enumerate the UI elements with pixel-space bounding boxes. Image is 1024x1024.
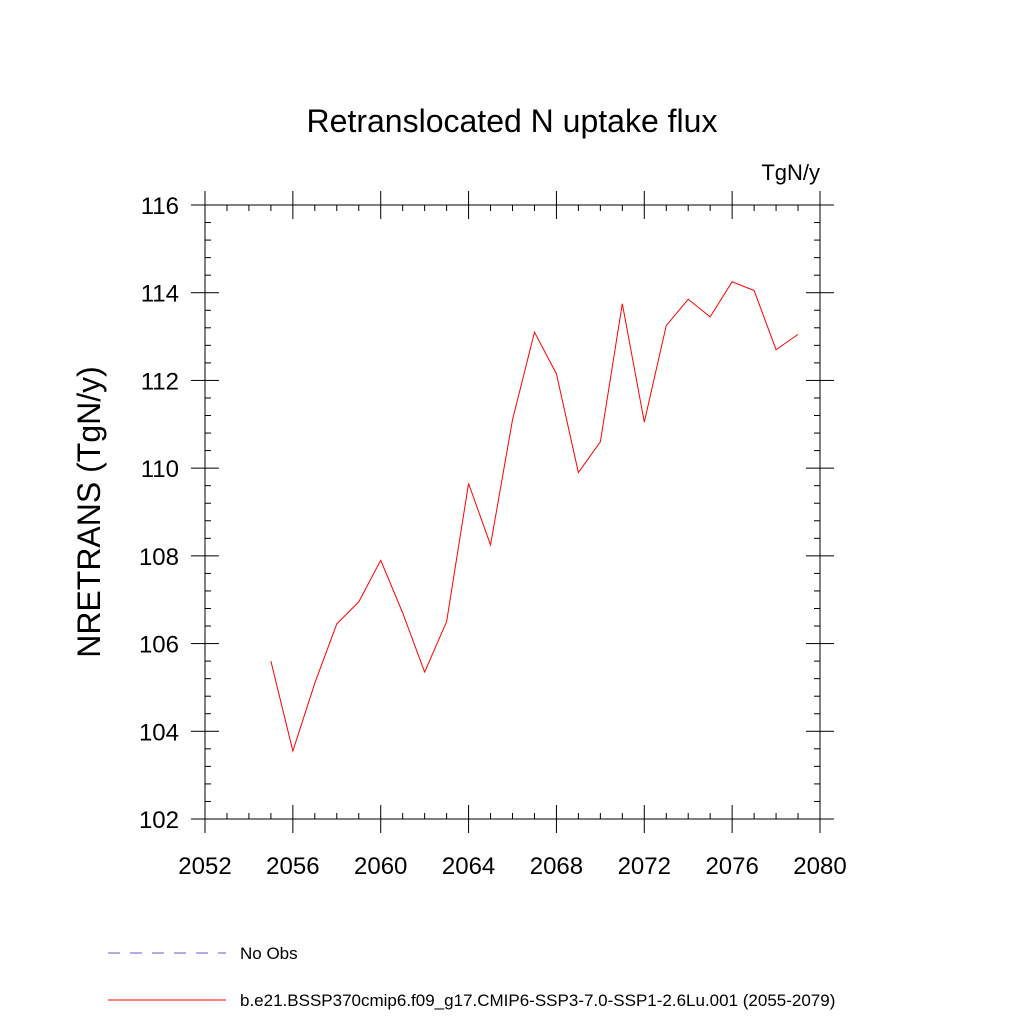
y-tick-label: 108 [139,544,179,571]
series-line [270,281,799,753]
x-tick-label: 2072 [618,853,671,880]
y-tick-label: 116 [141,193,179,220]
legend-label: b.e21.BSSP370cmip6.f09_g17.CMIP6-SSP3-7.… [240,991,835,1010]
legend: No Obs b.e21.BSSP370cmip6.f09_g17.CMIP6-S… [108,944,835,1010]
y-tick-label: 102 [139,807,179,834]
y-tick-label: 104 [139,719,179,746]
legend-label: No Obs [240,944,298,963]
x-tick-label: 2068 [530,853,583,880]
plot-axes: 2052 2056 2060 2064 2068 2072 2076 2080 102 104 10… [139,191,847,880]
x-tick-label: 2080 [793,853,846,880]
y-tick-label: 112 [141,368,179,395]
x-tick-label: 2056 [266,853,319,880]
y-tick-label: 110 [141,456,179,483]
x-tick-label: 2076 [705,853,758,880]
y-axis-label: NRETRANS (TgN/y) [71,366,107,658]
x-tick-label: 2052 [178,853,231,880]
plot-frame [204,204,821,820]
y-tick-label: 106 [139,632,179,659]
chart-title: Retranslocated N uptake flux [307,103,718,139]
x-tick-label: 2060 [354,853,407,880]
y-tick-label: 114 [141,281,179,308]
x-tick-label: 2064 [442,853,495,880]
units-label: TgN/y [761,160,820,185]
series-group [270,281,799,753]
